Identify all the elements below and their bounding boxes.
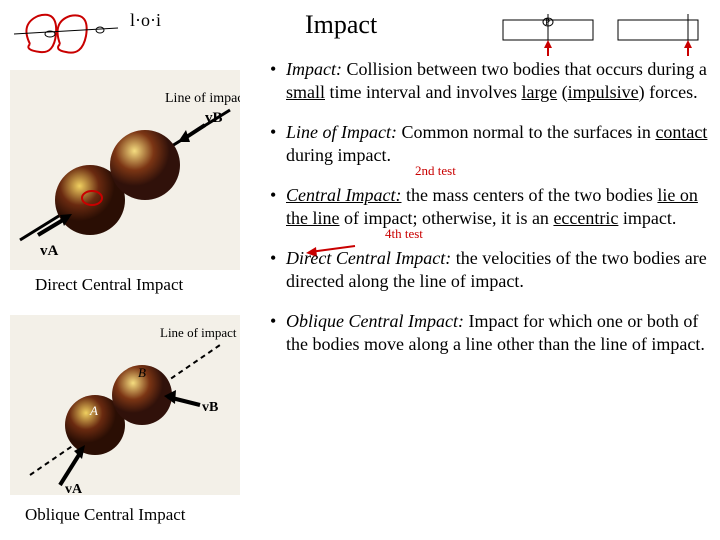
bullet-oblique-central: Oblique Central Impact: Impact for which… bbox=[270, 310, 710, 355]
bullet-direct-central: Direct Central Impact: the velocities of… bbox=[270, 247, 710, 292]
figure-direct-caption: Direct Central Impact bbox=[35, 275, 183, 295]
figure-oblique-impact: Line of impact A B vA vB bbox=[10, 315, 240, 495]
bullet-term: Oblique Central Impact: bbox=[286, 311, 464, 331]
svg-text:vA: vA bbox=[40, 243, 59, 259]
bullet-term: Impact: bbox=[286, 59, 342, 79]
svg-text:A: A bbox=[89, 403, 98, 418]
bullet-impact: Impact: Collision between two bodies tha… bbox=[270, 58, 710, 103]
bullet-body: Collision between two bodies that occurs… bbox=[286, 59, 707, 102]
svg-text:Line of impact: Line of impact bbox=[160, 325, 237, 340]
figure-oblique-caption: Oblique Central Impact bbox=[25, 505, 186, 525]
top-right-sketch: P bbox=[498, 6, 708, 61]
bullet-list: Impact: Collision between two bodies tha… bbox=[270, 58, 710, 373]
svg-text:P: P bbox=[545, 17, 550, 27]
svg-text:vB: vB bbox=[202, 400, 218, 415]
svg-text:Line of impact: Line of impact bbox=[165, 91, 240, 106]
loi-label: l·o·i bbox=[130, 10, 161, 30]
annotation-red: 2nd test bbox=[415, 163, 456, 179]
bullet-central-impact: Central Impact: the mass centers of the … bbox=[270, 184, 710, 229]
svg-text:B: B bbox=[138, 365, 146, 380]
bullet-term: Central Impact: bbox=[286, 185, 401, 205]
annotation-red: 4th test bbox=[385, 226, 423, 242]
figure-direct-impact: Line of impact vA vB bbox=[10, 70, 240, 270]
svg-text:vA: vA bbox=[65, 482, 83, 495]
page-title: Impact bbox=[305, 10, 377, 40]
bullet-term: Direct Central Impact: bbox=[286, 248, 451, 268]
bullet-term: Line of Impact: bbox=[286, 122, 397, 142]
bullet-line-of-impact: Line of Impact: Common normal to the sur… bbox=[270, 121, 710, 166]
top-left-sketch: l·o·i bbox=[10, 4, 195, 64]
svg-text:vB: vB bbox=[205, 110, 223, 126]
